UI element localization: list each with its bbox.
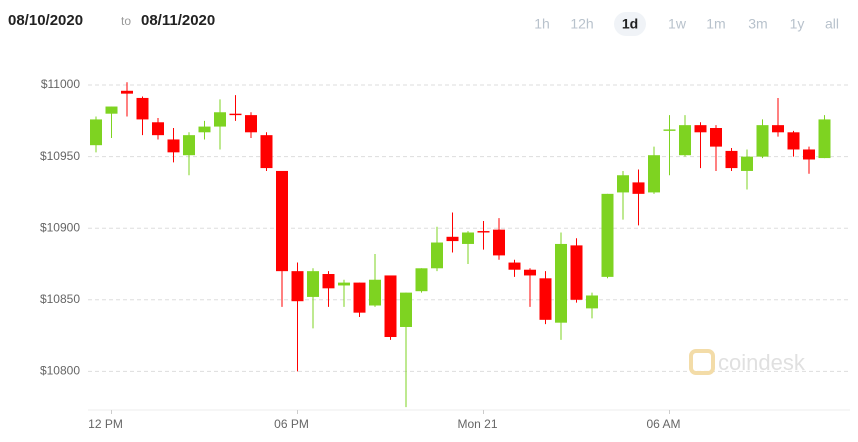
- candle-body: [539, 278, 552, 320]
- candle-body: [555, 243, 567, 323]
- candle-body: [276, 170, 288, 272]
- candle-body: [291, 271, 304, 302]
- range-button[interactable]: 1w: [668, 16, 687, 32]
- candle-body: [167, 139, 180, 153]
- candle-body: [818, 119, 831, 159]
- candle-body: [586, 295, 598, 309]
- x-tick-label: 12 PM: [88, 417, 123, 431]
- candle-body: [694, 125, 707, 133]
- candle-body: [741, 156, 753, 171]
- watermark-text: coindesk: [718, 350, 806, 375]
- candle-body: [136, 97, 149, 120]
- candle-body: [307, 271, 319, 297]
- candle-body: [663, 129, 676, 131]
- y-tick-label: $10950: [40, 149, 80, 163]
- candle-body: [679, 125, 691, 156]
- candle-body: [400, 292, 412, 327]
- range-button[interactable]: 1m: [706, 16, 725, 32]
- candle-body: [105, 106, 118, 114]
- candle-body: [338, 282, 350, 286]
- x-tick-label: 06 PM: [274, 417, 309, 431]
- candle-body: [756, 125, 769, 157]
- candle-body: [710, 128, 722, 147]
- candle-body: [601, 193, 614, 277]
- range-button[interactable]: 3m: [748, 16, 767, 32]
- date-to[interactable]: 08/11/2020: [141, 12, 215, 29]
- range-button[interactable]: 12h: [570, 16, 593, 32]
- candle-body: [772, 125, 784, 133]
- y-tick-label: $10800: [40, 364, 80, 378]
- candle-body: [214, 112, 226, 127]
- candle-body: [632, 182, 645, 194]
- candle-body: [648, 155, 660, 193]
- candle-body: [508, 262, 521, 270]
- range-button[interactable]: 1y: [790, 16, 805, 32]
- candle-body: [121, 90, 133, 94]
- candle-body: [493, 229, 505, 256]
- candle-body: [617, 175, 629, 193]
- candle-body: [415, 268, 428, 292]
- range-button[interactable]: all: [825, 16, 839, 32]
- candle-body: [369, 279, 381, 306]
- y-tick-label: $10900: [40, 220, 80, 234]
- candle-body: [322, 274, 335, 289]
- x-tick-label: 06 AM: [646, 417, 680, 431]
- date-from[interactable]: 08/10/2020: [8, 12, 83, 29]
- candle-body: [353, 282, 366, 313]
- watermark-logo: [689, 349, 715, 375]
- x-tick-label: Mon 21: [457, 417, 497, 431]
- watermark: coindesk: [689, 349, 806, 375]
- y-tick-label: $10850: [40, 292, 80, 306]
- candle-body: [152, 122, 164, 136]
- candle-body: [524, 269, 536, 276]
- range-button[interactable]: 1d: [622, 16, 638, 32]
- candle-body: [431, 242, 443, 269]
- range-button[interactable]: 1h: [534, 16, 550, 32]
- candle-body: [183, 135, 195, 156]
- candle-body: [90, 119, 102, 146]
- candle-body: [446, 236, 459, 242]
- candle-body: [229, 113, 242, 116]
- candle-body: [245, 115, 257, 133]
- candle-body: [384, 275, 397, 337]
- y-tick-label: $11000: [41, 77, 80, 91]
- candle-body: [570, 245, 583, 300]
- candle-body: [725, 150, 738, 169]
- candle-body: [198, 126, 211, 133]
- date-separator: to: [121, 14, 131, 28]
- range-highlight: [614, 12, 646, 36]
- candle-body: [803, 149, 815, 160]
- candle-body: [462, 232, 474, 244]
- candle-body: [260, 135, 273, 169]
- candle-body: [787, 132, 800, 150]
- candle-body: [477, 231, 490, 233]
